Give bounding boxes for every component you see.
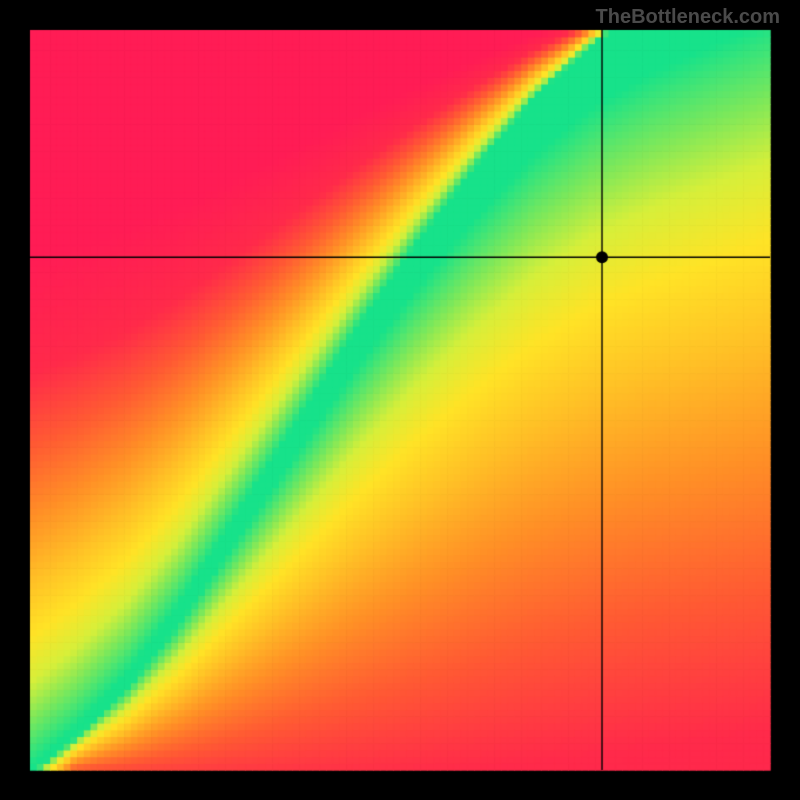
chart-frame: { "watermark": { "text": "TheBottleneck.… xyxy=(0,0,800,800)
watermark-label: TheBottleneck.com xyxy=(596,6,780,29)
bottleneck-heatmap xyxy=(0,0,800,800)
